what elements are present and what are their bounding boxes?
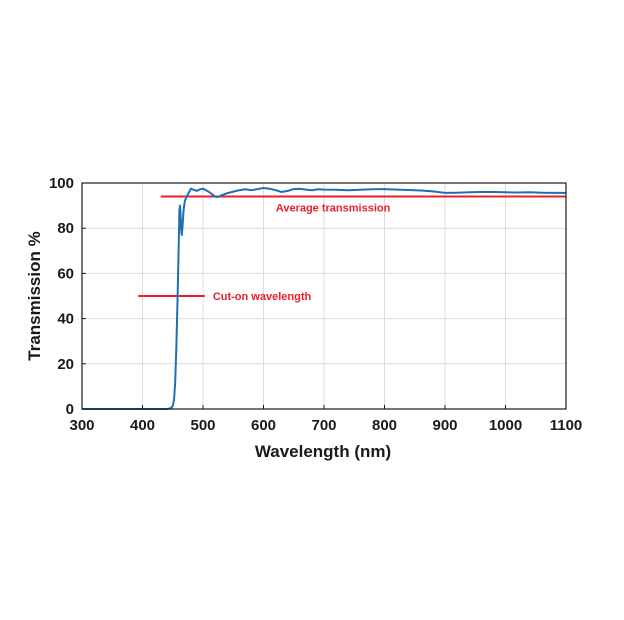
x-tick-label: 1000 (489, 417, 522, 434)
y-tick-label: 20 (57, 356, 74, 373)
y-tick-label: 0 (66, 401, 74, 418)
transmission-series-line (82, 187, 566, 410)
x-tick-label: 800 (372, 417, 397, 434)
y-axis-ticks: 0 20 40 60 80 100 (49, 175, 86, 418)
annotation-labels: Average transmission Cut-on wavelength (213, 203, 391, 303)
x-axis-label: Wavelength (nm) (255, 442, 391, 461)
annotation-lines (138, 195, 566, 297)
x-tick-label: 900 (432, 417, 457, 434)
annotation-label: Cut-on wavelength (213, 291, 312, 303)
x-tick-label: 500 (190, 417, 215, 434)
x-axis-ticks: 300 400 500 600 700 800 900 1000 1100 (69, 405, 582, 434)
x-tick-label: 1100 (550, 417, 583, 434)
x-tick-label: 700 (311, 417, 336, 434)
y-tick-label: 80 (57, 220, 74, 237)
y-axis-label: Transmission % (25, 231, 44, 360)
x-tick-label: 400 (130, 417, 155, 434)
y-tick-label: 40 (57, 311, 74, 328)
y-tick-label: 60 (57, 265, 74, 282)
y-tick-label: 100 (49, 175, 74, 192)
x-tick-label: 600 (251, 417, 276, 434)
x-tick-label: 300 (69, 417, 94, 434)
annotation-label: Average transmission (276, 203, 391, 215)
